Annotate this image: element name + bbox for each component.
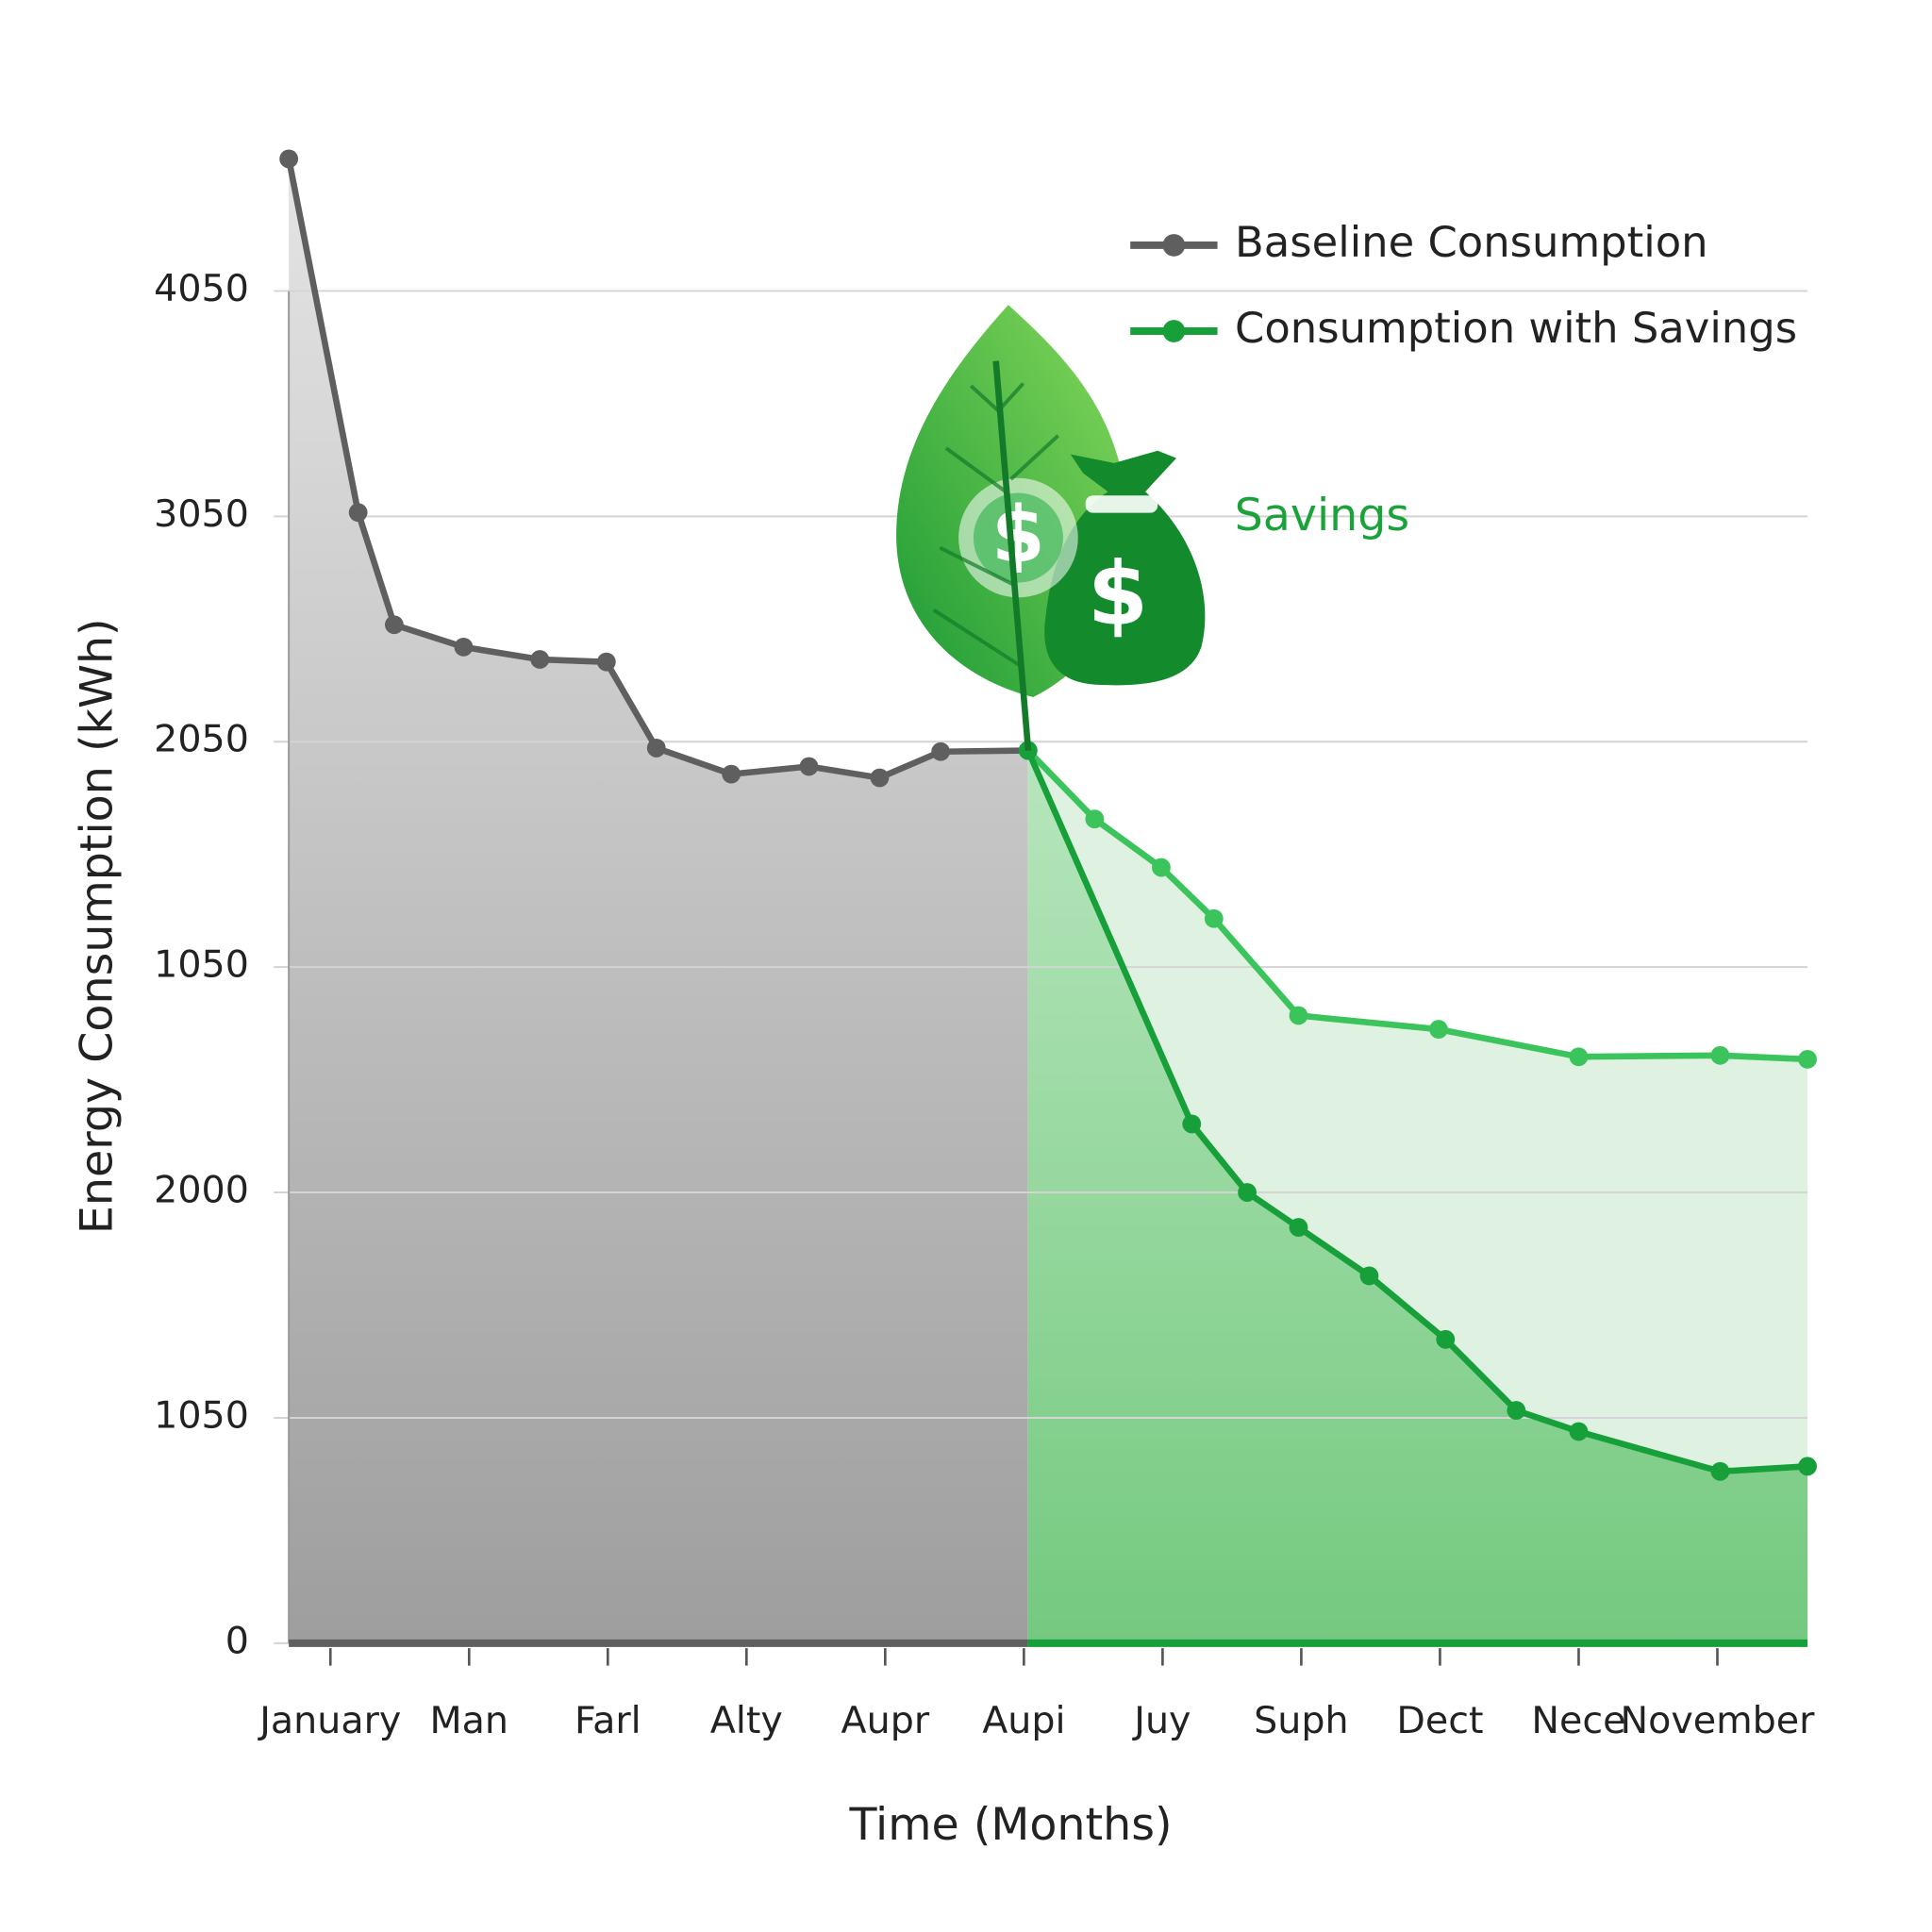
point: [1152, 858, 1171, 877]
point: [596, 652, 616, 672]
x-tick-label: January: [257, 1699, 401, 1742]
point: [1436, 1329, 1456, 1349]
legend-label: Baseline Consumption: [1235, 217, 1708, 267]
svg-text:$: $: [1088, 542, 1148, 644]
point: [1429, 1020, 1448, 1039]
point: [1289, 1218, 1308, 1237]
point: [279, 149, 299, 169]
area: [1027, 750, 1808, 1643]
point: [530, 650, 550, 669]
savings-icon: $ $: [896, 305, 1206, 751]
point: [1710, 1461, 1730, 1481]
point: [1569, 1422, 1589, 1441]
point: [870, 768, 890, 788]
line: [1024, 749, 1808, 1475]
point: [1238, 1183, 1257, 1202]
point: [1085, 809, 1105, 829]
point: [646, 739, 666, 758]
area: [289, 158, 1028, 1643]
x-tick-label: Farl: [575, 1699, 641, 1742]
y-tick-label: 3050: [154, 492, 249, 536]
legend-dot: [1162, 320, 1186, 342]
x-tick-label: Suph: [1254, 1699, 1348, 1742]
x-tick-label: Aupi: [982, 1699, 1065, 1742]
point: [454, 638, 474, 657]
point: [931, 741, 951, 761]
point: [348, 503, 368, 523]
y-tick-label: 1050: [154, 943, 249, 987]
line: [285, 158, 1028, 781]
point: [1359, 1266, 1379, 1286]
x-tick-label: Nece: [1531, 1699, 1625, 1742]
x-tick-label: Aupr: [841, 1699, 930, 1742]
y-tick-label: 1050: [154, 1393, 249, 1437]
point: [384, 615, 404, 635]
y-tick-label: 2050: [154, 718, 249, 761]
y-axis-title: Energy Consumption (kWh): [72, 618, 124, 1234]
svg-text:$: $: [991, 491, 1045, 580]
x-tick-label: Man: [430, 1699, 508, 1742]
point: [1798, 1049, 1817, 1069]
point: [722, 764, 741, 784]
x-tick-label: Alty: [710, 1699, 783, 1742]
y-tick-label: 4050: [154, 267, 249, 310]
x-tick-label: Juy: [1131, 1699, 1191, 1742]
y-tick-label: 0: [225, 1619, 249, 1662]
point: [799, 757, 819, 776]
point: [1507, 1401, 1526, 1420]
point: [1204, 908, 1224, 928]
y-tick-label: 2000: [154, 1169, 249, 1212]
x-tick-label: November: [1621, 1699, 1816, 1742]
point: [1710, 1045, 1730, 1065]
legend-label: Consumption with Savings: [1235, 303, 1797, 353]
x-axis-title: Time (Months): [848, 1799, 1172, 1851]
point: [1569, 1047, 1589, 1067]
legend-dot: [1162, 234, 1186, 257]
point: [1182, 1114, 1202, 1134]
point: [1289, 1006, 1308, 1025]
annotation: Savings: [1235, 490, 1410, 541]
x-tick-label: Dect: [1396, 1699, 1483, 1742]
point: [1798, 1457, 1817, 1476]
